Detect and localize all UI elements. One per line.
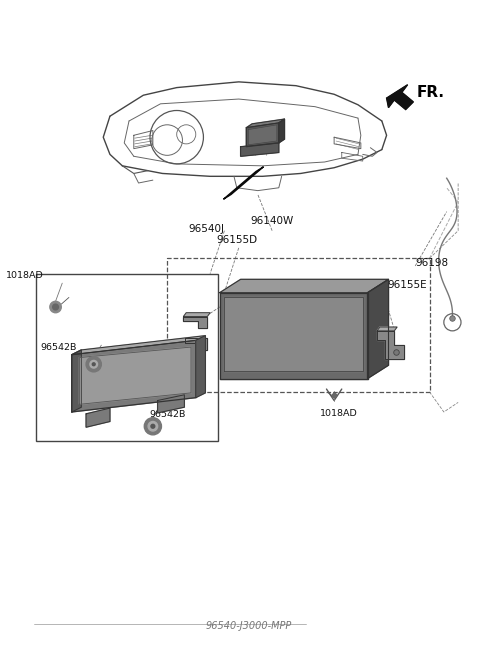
Text: 96542B: 96542B — [40, 342, 76, 352]
Circle shape — [148, 422, 157, 431]
Polygon shape — [224, 167, 264, 199]
Text: 96540-J3000-MPP: 96540-J3000-MPP — [205, 621, 291, 631]
Circle shape — [92, 363, 95, 365]
Polygon shape — [183, 317, 207, 328]
Polygon shape — [185, 338, 207, 350]
Polygon shape — [157, 395, 184, 413]
Text: FR.: FR. — [417, 85, 445, 100]
Circle shape — [53, 304, 59, 310]
Polygon shape — [196, 336, 205, 398]
Polygon shape — [246, 123, 279, 147]
Polygon shape — [86, 408, 110, 427]
Polygon shape — [72, 336, 205, 355]
Polygon shape — [279, 119, 285, 143]
Text: 96140W: 96140W — [251, 216, 294, 226]
Text: 96540J: 96540J — [189, 224, 225, 234]
Polygon shape — [386, 85, 413, 110]
Bar — [167, 258, 430, 392]
Polygon shape — [368, 279, 388, 379]
Polygon shape — [72, 340, 196, 412]
Polygon shape — [225, 297, 363, 371]
Circle shape — [50, 301, 61, 313]
Polygon shape — [220, 279, 388, 293]
Polygon shape — [240, 143, 279, 156]
Polygon shape — [246, 119, 285, 128]
Polygon shape — [248, 125, 277, 145]
Polygon shape — [220, 293, 368, 379]
Bar — [36, 274, 218, 441]
Text: 1018AD: 1018AD — [320, 409, 358, 418]
Text: 96198: 96198 — [415, 258, 448, 268]
Polygon shape — [72, 350, 81, 412]
Text: 96155E: 96155E — [387, 280, 427, 290]
Circle shape — [86, 357, 101, 372]
Text: 96155D: 96155D — [216, 235, 257, 245]
Circle shape — [151, 424, 155, 428]
Polygon shape — [183, 313, 210, 317]
Circle shape — [144, 418, 161, 435]
Polygon shape — [79, 347, 191, 404]
Text: 1018AD: 1018AD — [6, 271, 44, 280]
Text: 96542B: 96542B — [149, 410, 185, 419]
Circle shape — [90, 360, 97, 368]
Polygon shape — [377, 331, 404, 359]
Polygon shape — [377, 327, 397, 331]
